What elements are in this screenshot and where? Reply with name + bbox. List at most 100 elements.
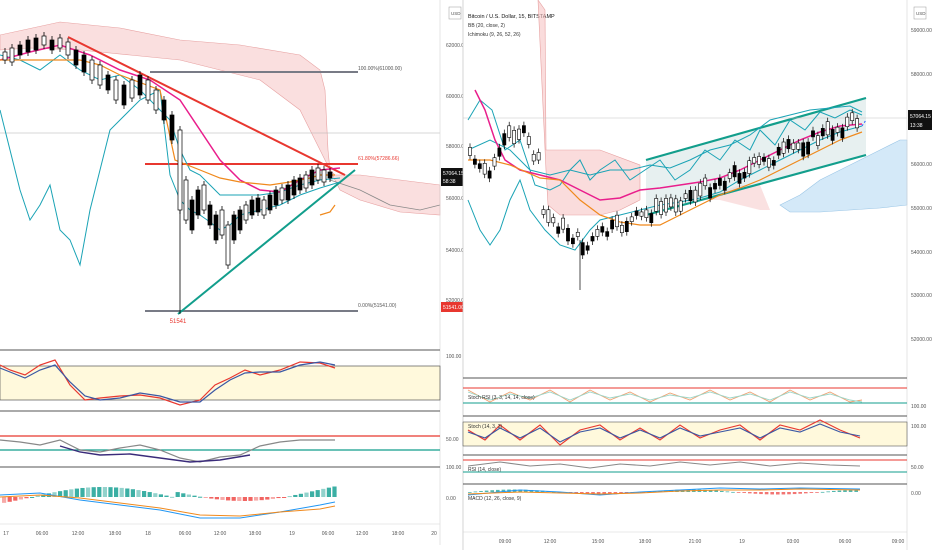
left-macd-bar: [18, 497, 23, 500]
left-macd-bar: [259, 497, 264, 501]
left-candle-body: [279, 187, 285, 201]
right-macd-bar: [708, 490, 713, 492]
right-candle-body: [835, 126, 840, 133]
left-time-tick: 18: [145, 531, 151, 537]
left-candle-body: [65, 41, 71, 56]
right-macd-bar: [731, 491, 735, 493]
left-candle-body: [137, 74, 143, 96]
right-candle-body: [546, 209, 551, 223]
left-price-tick: 54000.00: [446, 248, 467, 254]
right-candle-body: [634, 210, 639, 216]
left-time-tick: 12:00: [72, 531, 85, 537]
left-macd-bar: [7, 497, 12, 502]
right-candle-body: [708, 187, 713, 199]
right-macd-bar: [501, 489, 506, 492]
left-macd-bar: [2, 497, 7, 503]
right-stochrsi-label: Stoch RSI (3, 3, 14, 14, close): [468, 395, 535, 401]
right-macd-bar: [742, 492, 746, 493]
right-candle-body: [673, 198, 678, 213]
right-macd-bar: [484, 490, 489, 492]
left-macd-bar: [310, 491, 315, 497]
left-price-tick: 52000.00: [446, 298, 467, 304]
left-macd-bar: [41, 494, 46, 497]
left-candle-body: [49, 39, 55, 51]
fib-618-label: 61.80%(57286.66): [358, 156, 399, 162]
study-label-bb: BB (20, close, 2): [468, 23, 505, 29]
left-candle-body: [309, 169, 315, 186]
right-candle-body: [678, 200, 683, 212]
left-macd-bar: [35, 495, 40, 497]
right-last-price-time: 13:38: [910, 123, 923, 129]
right-candle-body: [698, 182, 703, 197]
right-stoch-label: Stoch (14, 3, 3): [468, 424, 503, 430]
right-candle-body: [619, 225, 624, 233]
left-macd-bar: [147, 492, 152, 497]
right-candle-body: [644, 209, 649, 218]
left-macd-bar: [91, 487, 96, 497]
left-candle-body: [285, 184, 291, 201]
left-candle-body: [89, 59, 95, 81]
right-candle-body: [629, 216, 634, 222]
right-stochrsi-d: [467, 391, 863, 403]
right-macd-bar: [776, 492, 780, 495]
left-price-tick: 58000.00: [446, 144, 467, 150]
right-candle-body: [468, 147, 472, 156]
right-candle-body: [850, 112, 855, 121]
right-ichimoku-small-cloud: [700, 185, 770, 210]
left-rsi-tick-2: 100.00: [446, 465, 462, 471]
left-macd-bar: [97, 487, 102, 497]
left-candle-body: [121, 84, 127, 106]
right-macd-bar: [798, 492, 802, 494]
left-candle-body: [201, 184, 207, 211]
left-candle-body: [291, 179, 297, 196]
right-candle-body: [595, 229, 600, 237]
right-macd-bar: [843, 490, 847, 492]
left-price-tick: 62000.00: [446, 43, 467, 49]
right-macd-label: MACD (12, 26, close, 9): [468, 496, 522, 502]
left-macd-bar: [58, 491, 63, 497]
left-time-tick: 20: [431, 531, 437, 537]
left-candle-body: [273, 189, 279, 206]
left-macd-bar: [332, 486, 337, 497]
right-macd-bar: [854, 489, 858, 492]
right-candle-body: [752, 157, 757, 164]
right-candle-body: [541, 209, 546, 215]
left-macd-bar: [181, 493, 186, 497]
left-macd-bar: [231, 497, 236, 501]
right-candle-body: [521, 125, 526, 134]
right-stochrsi-tick: 100.00: [911, 404, 927, 410]
right-candle-body: [517, 128, 521, 140]
right-candle-body: [615, 214, 619, 228]
right-candle-body: [487, 170, 492, 179]
right-macd-bar: [736, 492, 741, 493]
left-candle-body: [177, 129, 183, 211]
left-candle-body: [267, 194, 273, 211]
right-time-tick: 09:00: [499, 539, 512, 545]
right-macd-bar: [490, 490, 494, 492]
right-currency-label: USD: [916, 11, 926, 16]
right-candle-body: [566, 227, 570, 242]
left-macd-bar: [164, 495, 169, 497]
left-time-tick: 06:00: [322, 531, 335, 537]
left-macd-bar: [80, 487, 85, 497]
right-price-tick: 55000.00: [911, 206, 932, 212]
right-candle-body: [585, 245, 590, 251]
right-stoch-band: [462, 421, 908, 447]
left-time-tick: 18:00: [249, 531, 262, 537]
left-macd-bar: [102, 487, 107, 497]
right-macd-bar: [770, 492, 774, 495]
right-candle-body: [654, 198, 659, 212]
left-senkou-b-line: [329, 179, 441, 211]
left-candle-body: [113, 79, 119, 101]
right-macd-bar: [524, 489, 528, 492]
left-candle-body: [33, 37, 39, 51]
right-candle-body: [840, 127, 845, 139]
right-bb-lower: [467, 125, 863, 251]
right-price-tick: 56000.00: [911, 162, 932, 168]
right-last-price-badge: [908, 110, 932, 130]
right-candle-body: [605, 231, 610, 237]
left-candle-body: [41, 35, 47, 46]
right-candle-body: [551, 217, 556, 224]
right-macd-bar: [837, 490, 842, 492]
right-kijun-line: [468, 131, 863, 226]
